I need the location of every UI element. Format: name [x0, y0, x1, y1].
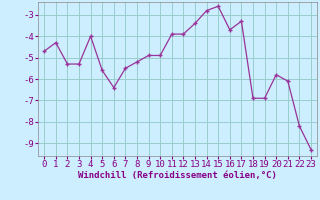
X-axis label: Windchill (Refroidissement éolien,°C): Windchill (Refroidissement éolien,°C)	[78, 171, 277, 180]
